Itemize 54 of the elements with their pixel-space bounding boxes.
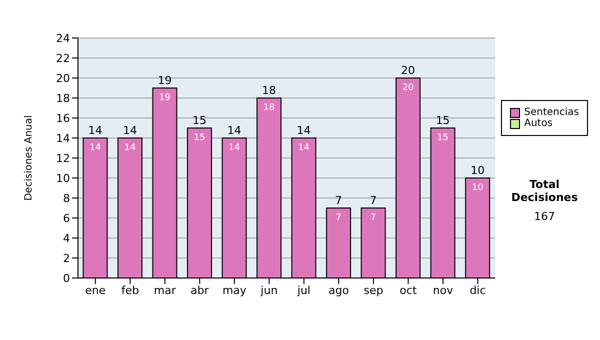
y-tick-label: 20	[56, 72, 70, 85]
y-tick-label: 8	[63, 192, 70, 205]
total-label: 14	[227, 124, 242, 137]
data-label: 7	[336, 213, 342, 223]
total-label: 14	[296, 124, 311, 137]
y-axis-title: Decisiones Anual	[24, 115, 35, 201]
total-label: 20	[401, 64, 416, 77]
data-label: 18	[263, 103, 276, 113]
y-tick-label: 12	[56, 152, 70, 165]
legend-label: Autos	[524, 118, 553, 129]
y-tick-label: 0	[63, 272, 70, 285]
total-label: 7	[370, 194, 377, 207]
x-tick-label: oct	[400, 284, 418, 297]
data-label: 10	[472, 183, 484, 193]
data-label: 14	[89, 143, 102, 153]
legend-label: Sentencias	[524, 107, 579, 118]
x-tick-label: mar	[154, 284, 176, 297]
data-label: 7	[370, 213, 376, 223]
text: Total Decisiones	[510, 178, 579, 204]
x-tick-label: jun	[260, 284, 278, 297]
data-label: 14	[298, 143, 310, 153]
y-tick-label: 24	[56, 32, 70, 45]
total-label: 15	[192, 114, 206, 127]
data-label: 14	[228, 143, 240, 153]
total-label: 15	[436, 114, 450, 127]
data-label: 14	[124, 143, 136, 153]
x-tick-label: feb	[121, 284, 139, 297]
y-tick-label: 10	[56, 172, 70, 185]
data-label: 19	[159, 93, 171, 103]
x-tick-label: abr	[190, 284, 210, 297]
x-tick-label: ago	[328, 284, 350, 297]
y-tick-label: 18	[56, 92, 70, 105]
x-tick-label: jul	[296, 284, 310, 297]
total-label: 19	[158, 74, 172, 87]
total-label: 14	[88, 124, 102, 137]
data-label: 15	[437, 133, 449, 143]
y-tick-label: 22	[56, 52, 70, 65]
x-tick-label: nov	[432, 284, 454, 297]
x-tick-label: ene	[85, 284, 106, 297]
x-tick-label: dic	[470, 284, 486, 297]
y-tick-label: 6	[63, 212, 70, 225]
y-tick-label: 2	[63, 252, 70, 265]
text: 167	[533, 210, 556, 223]
x-tick-label: sep	[364, 284, 384, 297]
total-label: 18	[262, 84, 276, 97]
data-label: 20	[402, 83, 414, 93]
total-label: 7	[335, 194, 342, 207]
total-label: 10	[470, 164, 485, 177]
y-tick-label: 4	[63, 232, 70, 245]
data-label: 15	[194, 133, 206, 143]
y-tick-label: 16	[56, 112, 70, 125]
y-tick-label: 14	[56, 132, 70, 145]
x-tick-label: may	[222, 284, 247, 297]
total-label: 14	[122, 124, 137, 137]
